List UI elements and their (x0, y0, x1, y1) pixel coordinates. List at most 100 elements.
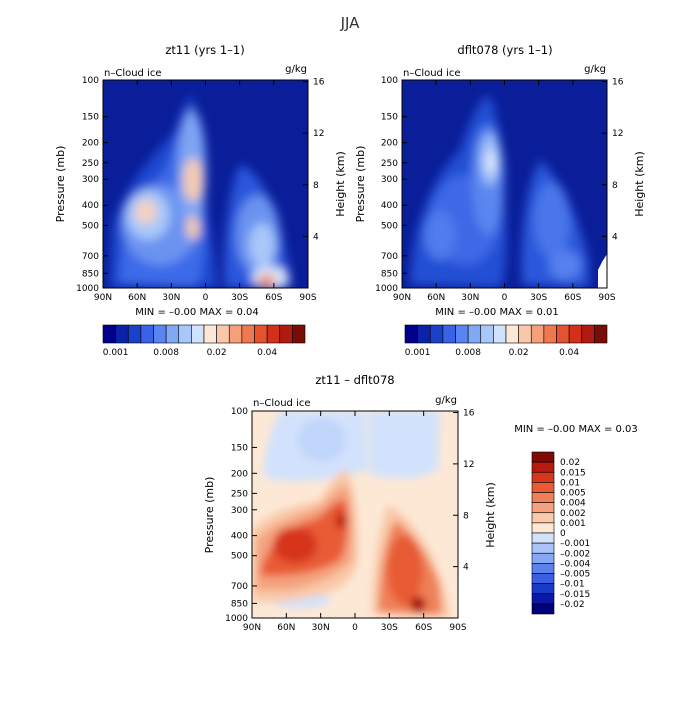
units-label: g/kg (285, 64, 307, 75)
y-axis-right-label: Height (km) (334, 151, 347, 217)
x-tick-label: 60S (415, 623, 432, 633)
y-axis-label: Pressure (mb) (203, 477, 216, 554)
y-tick-label: 300 (231, 506, 248, 516)
y-tick-label: 250 (381, 159, 398, 169)
heatmap-field (402, 80, 607, 288)
legend-swatch (531, 542, 555, 554)
x-tick-label: 0 (203, 293, 209, 303)
panel-diff: zt11 – dflt078 (203, 373, 638, 633)
colorbar-swatch (442, 324, 456, 344)
legend-swatch (531, 603, 555, 615)
colorbar-swatch (543, 324, 557, 344)
colorbar-swatch (556, 324, 570, 344)
colorbar-swatch (493, 324, 507, 344)
colorbar-swatch (203, 324, 217, 344)
x-tick-label: 60N (128, 293, 146, 303)
legend-label: –0.001 (560, 539, 590, 549)
colorbar-swatch (216, 324, 230, 344)
y-tick-label: 200 (82, 139, 99, 149)
colorbar-swatch (581, 324, 595, 344)
units-label: g/kg (584, 64, 606, 75)
colorbar-swatch (153, 324, 167, 344)
colorbar-swatch (594, 324, 608, 344)
legend-label: 0.02 (560, 458, 580, 468)
y-right-tick-label: 16 (463, 409, 475, 419)
heatmap-field (103, 80, 308, 288)
legend-swatch (531, 502, 555, 514)
legend-label: 0 (560, 529, 566, 539)
colorbar-swatch (102, 324, 116, 344)
colorbar-swatch (127, 324, 142, 344)
x-tick-label: 0 (352, 623, 358, 633)
colorbar-label: 0.04 (257, 348, 277, 358)
y-axis-label: Pressure (mb) (54, 146, 67, 223)
x-tick-label: 0 (502, 293, 508, 303)
y-right-tick-label: 12 (612, 129, 623, 139)
y-axis-label: Pressure (mb) (354, 146, 367, 223)
x-tick-label: 30N (162, 293, 180, 303)
legend-label: 0.002 (560, 509, 586, 519)
y-tick-label: 500 (231, 552, 248, 562)
legend-label: 0.01 (560, 478, 580, 488)
x-tick-label: 60N (277, 623, 295, 633)
colorbar-label: 0.008 (455, 348, 481, 358)
x-tick-label: 90S (598, 293, 615, 303)
y-tick-label: 400 (231, 532, 248, 542)
colorbar-swatch (518, 324, 532, 344)
y-right-tick-label: 12 (463, 460, 474, 470)
stats-label: MIN = –0.00 MAX = 0.03 (514, 424, 638, 435)
y-tick-label: 500 (82, 221, 99, 231)
colorbar-swatch (429, 324, 444, 344)
colorbar-swatch (467, 324, 482, 344)
variable-label: n–Cloud ice (253, 398, 311, 409)
x-tick-label: 90N (243, 623, 261, 633)
x-tick-label: 90N (393, 293, 411, 303)
y-tick-label: 400 (82, 201, 99, 211)
y-tick-label: 850 (231, 599, 248, 609)
y-tick-label: 300 (82, 175, 99, 185)
x-tick-label: 60N (427, 293, 445, 303)
colorbar-label: 0.001 (103, 348, 129, 358)
stats-label: MIN = –0.00 MAX = 0.01 (435, 307, 559, 318)
y-axis-right-label: Height (km) (484, 482, 497, 548)
legend-swatch (531, 461, 555, 473)
legend-label: –0.01 (560, 580, 585, 590)
colorbar-label: 0.02 (509, 348, 529, 358)
y-right-tick-label: 8 (313, 181, 319, 191)
y-tick-label: 150 (231, 443, 248, 453)
colorbar-swatch (455, 324, 469, 344)
legend-swatch (531, 532, 555, 544)
colorbar-swatch (505, 324, 519, 344)
legend-swatch (531, 492, 555, 503)
panel-dflt078: dflt078 (yrs 1–1) n–Cloud ice g/kg (354, 43, 646, 358)
y-tick-label: 100 (231, 407, 248, 417)
legend-label: 0.004 (560, 499, 586, 509)
variable-label: n–Cloud ice (403, 68, 461, 79)
y-tick-label: 150 (82, 113, 99, 123)
colorbar-label: 0.02 (207, 348, 227, 358)
y-tick-label: 1000 (76, 284, 99, 294)
legend-label: –0.005 (560, 570, 590, 580)
colorbar-label: 0.001 (405, 348, 431, 358)
colorbar-swatch (241, 324, 255, 344)
colorbar-swatch (191, 324, 205, 344)
y-tick-label: 700 (82, 252, 99, 262)
page-title: JJA (340, 14, 361, 32)
stats-label: MIN = –0.00 MAX = 0.04 (135, 307, 259, 318)
colorbar-swatch (417, 324, 431, 344)
legend-label: –0.002 (560, 549, 590, 559)
panel-zt11: zt11 (yrs 1–1) (54, 43, 347, 358)
y-axis-right-label: Height (km) (633, 151, 646, 217)
legend-swatch (531, 482, 555, 493)
x-tick-label: 90S (299, 293, 316, 303)
y-tick-label: 100 (381, 76, 398, 86)
y-tick-label: 150 (381, 113, 398, 123)
x-tick-label: 30S (381, 623, 398, 633)
variable-label: n–Cloud ice (104, 68, 162, 79)
y-tick-label: 500 (381, 221, 398, 231)
legend-swatch (531, 563, 555, 574)
colorbar-swatch (178, 324, 192, 344)
x-tick-label: 90S (449, 623, 466, 633)
y-tick-label: 100 (82, 76, 99, 86)
